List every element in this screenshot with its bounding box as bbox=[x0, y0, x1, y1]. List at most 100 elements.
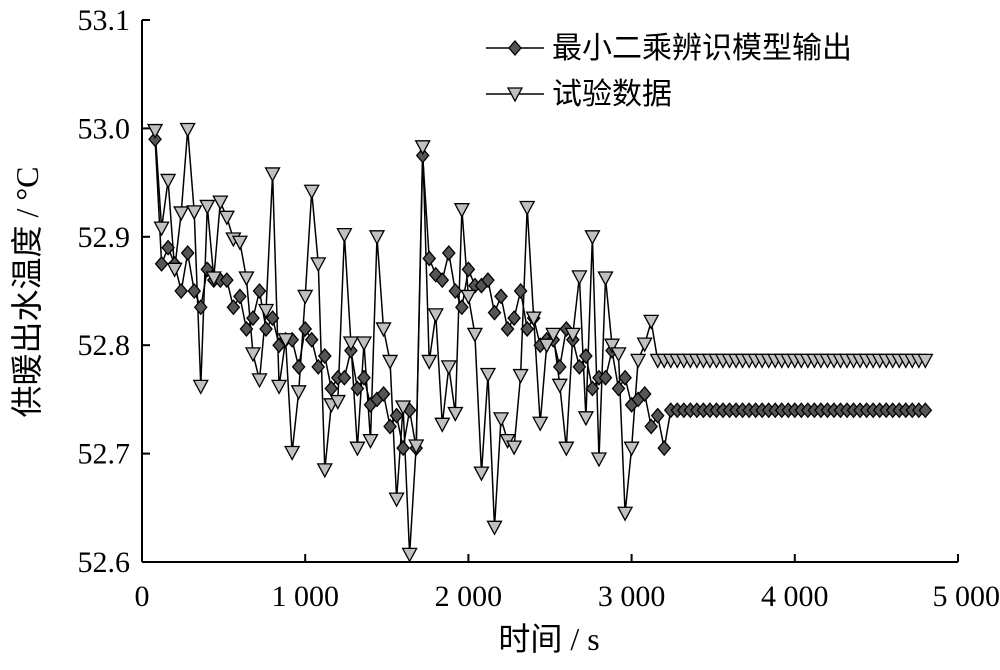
y-tick-label: 52.8 bbox=[78, 329, 131, 362]
data-point-model bbox=[312, 360, 324, 374]
data-point-data bbox=[246, 348, 260, 361]
x-tick-label: 2 000 bbox=[435, 580, 503, 613]
data-point-data bbox=[200, 200, 214, 213]
series-markers bbox=[148, 123, 932, 561]
data-point-model bbox=[554, 360, 566, 374]
data-point-data bbox=[357, 337, 371, 350]
data-point-model bbox=[234, 289, 246, 303]
data-point-model bbox=[325, 382, 337, 396]
legend-label-data: 试验数据 bbox=[552, 78, 672, 111]
data-point-model bbox=[227, 300, 239, 314]
data-point-data bbox=[598, 272, 612, 285]
data-point-data bbox=[494, 413, 508, 426]
data-point-data bbox=[422, 355, 436, 368]
data-point-model bbox=[384, 420, 396, 434]
data-point-data bbox=[520, 202, 534, 215]
data-point-model bbox=[619, 371, 631, 385]
data-point-model bbox=[658, 441, 670, 455]
data-point-data bbox=[585, 231, 599, 244]
x-tick-label: 4 000 bbox=[761, 580, 829, 613]
data-point-data bbox=[272, 380, 286, 393]
data-point-model bbox=[423, 251, 435, 265]
data-point-data bbox=[488, 521, 502, 534]
data-point-data bbox=[305, 185, 319, 198]
data-point-model bbox=[175, 284, 187, 298]
data-point-data bbox=[174, 207, 188, 220]
data-point-model bbox=[182, 246, 194, 260]
data-point-data bbox=[155, 222, 169, 235]
data-point-model bbox=[508, 311, 520, 325]
x-tick-label: 5 000 bbox=[933, 580, 1000, 613]
data-point-data bbox=[559, 442, 573, 455]
data-point-model bbox=[443, 246, 455, 260]
x-tick-label: 0 bbox=[135, 580, 150, 613]
data-point-data bbox=[416, 141, 430, 154]
data-point-data bbox=[468, 328, 482, 341]
data-point-data bbox=[572, 271, 586, 284]
data-point-data bbox=[448, 407, 462, 420]
data-point-data bbox=[337, 229, 351, 242]
y-tick-label: 53.1 bbox=[78, 4, 131, 37]
data-point-model bbox=[502, 322, 514, 336]
data-point-data bbox=[644, 315, 658, 328]
data-point-data bbox=[403, 548, 417, 561]
data-point-data bbox=[266, 168, 280, 181]
data-point-data bbox=[344, 337, 358, 350]
x-tick-label: 3 000 bbox=[598, 580, 666, 613]
data-point-model bbox=[293, 360, 305, 374]
data-point-data bbox=[168, 263, 182, 276]
data-point-data bbox=[161, 174, 175, 187]
data-point-data bbox=[181, 123, 195, 136]
y-tick-label: 52.7 bbox=[78, 438, 131, 471]
data-point-model bbox=[645, 420, 657, 434]
data-point-data bbox=[579, 412, 593, 425]
data-point-model bbox=[254, 284, 266, 298]
data-point-model bbox=[358, 371, 370, 385]
data-point-model bbox=[306, 333, 318, 347]
data-point-model bbox=[299, 322, 311, 336]
data-point-data bbox=[442, 361, 456, 374]
x-axis-title: 时间 / s bbox=[498, 621, 599, 657]
data-point-data bbox=[455, 204, 469, 217]
data-point-data bbox=[390, 493, 404, 506]
legend: 最小二乘辨识模型输出 试验数据 bbox=[486, 32, 852, 111]
data-point-model bbox=[462, 262, 474, 276]
legend-label-model: 最小二乘辨识模型输出 bbox=[552, 32, 852, 65]
data-point-data bbox=[298, 290, 312, 303]
data-point-data bbox=[370, 231, 384, 244]
data-point-data bbox=[292, 386, 306, 399]
data-point-data bbox=[533, 417, 547, 430]
data-point-model bbox=[195, 300, 207, 314]
data-point-data bbox=[625, 442, 639, 455]
data-point-data bbox=[474, 467, 488, 480]
y-tick-label: 52.6 bbox=[78, 546, 131, 579]
data-point-model bbox=[580, 349, 592, 363]
data-point-data bbox=[618, 507, 632, 520]
y-axis-title: 供暖出水温度 / °C bbox=[9, 166, 45, 417]
series-line-model bbox=[155, 139, 925, 448]
data-point-data bbox=[383, 355, 397, 368]
data-point-data bbox=[553, 379, 567, 392]
data-point-data bbox=[592, 453, 606, 466]
data-point-data bbox=[311, 258, 325, 271]
data-point-data bbox=[507, 441, 521, 454]
data-point-model bbox=[156, 257, 168, 271]
data-point-data bbox=[239, 272, 253, 285]
data-point-data bbox=[429, 309, 443, 322]
data-point-data bbox=[194, 380, 208, 393]
data-point-data bbox=[514, 370, 528, 383]
data-point-data bbox=[213, 196, 227, 209]
data-point-data bbox=[481, 368, 495, 381]
data-point-data bbox=[638, 338, 652, 351]
data-point-model bbox=[456, 300, 468, 314]
data-point-data bbox=[631, 354, 645, 367]
x-tick-label: 1 000 bbox=[271, 580, 339, 613]
data-point-model bbox=[260, 322, 272, 336]
data-point-data bbox=[220, 211, 234, 224]
data-point-data bbox=[363, 435, 377, 448]
data-point-data bbox=[377, 323, 391, 336]
data-point-data bbox=[148, 125, 162, 138]
